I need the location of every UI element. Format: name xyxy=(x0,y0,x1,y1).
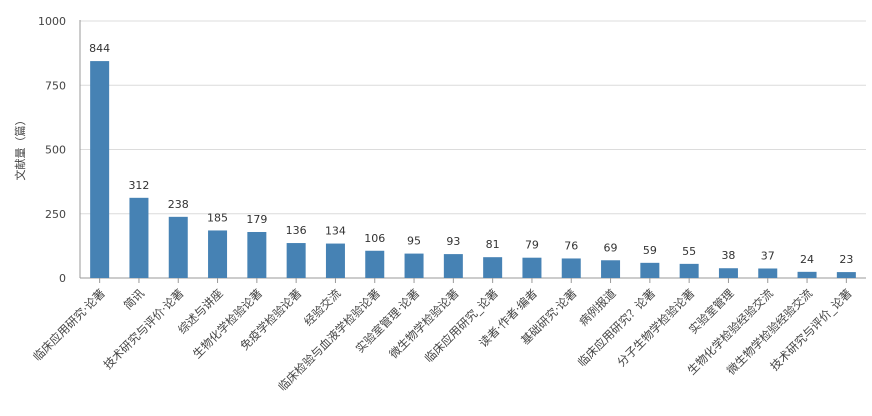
x-category-label: 临床应用研究_论著 xyxy=(422,286,501,365)
bar xyxy=(404,253,424,278)
y-axis-ticks: 0 250 500 750 1000 xyxy=(38,15,66,285)
y-tick-label: 1000 xyxy=(38,15,66,28)
x-category-label: 生物化学检验论著 xyxy=(190,286,265,361)
bar xyxy=(718,268,738,278)
data-label: 179 xyxy=(246,213,267,226)
bar xyxy=(601,260,621,278)
x-category-label: 分子生物学检验论著 xyxy=(614,286,697,369)
bar xyxy=(325,243,345,278)
data-labels: 844 312 238 185 179 136 134 106 95 93 81 79 76 69 59 55… xyxy=(89,42,853,266)
bar xyxy=(561,258,581,278)
grid-lines xyxy=(80,20,866,215)
data-label: 59 xyxy=(643,244,657,257)
bar xyxy=(679,263,699,278)
data-label: 238 xyxy=(168,198,189,211)
bar xyxy=(640,262,660,278)
bar xyxy=(168,216,188,278)
bar xyxy=(247,231,267,278)
y-tick-label: 250 xyxy=(45,208,66,221)
bar xyxy=(129,197,149,278)
data-label: 844 xyxy=(89,42,110,55)
bar xyxy=(797,271,817,278)
bars xyxy=(90,61,856,283)
bar xyxy=(443,254,463,278)
y-tick-label: 500 xyxy=(45,144,66,157)
data-label: 81 xyxy=(486,238,500,251)
data-label: 24 xyxy=(800,253,814,266)
bar xyxy=(365,250,385,278)
data-label: 106 xyxy=(364,232,385,245)
data-label: 95 xyxy=(407,235,421,248)
data-label: 37 xyxy=(761,249,775,262)
bar xyxy=(208,230,228,278)
bar xyxy=(90,61,110,279)
bar xyxy=(758,268,778,278)
data-label: 312 xyxy=(128,179,149,192)
x-category-label: 简讯 xyxy=(121,286,148,313)
data-label: 79 xyxy=(525,239,539,252)
x-category-label: 临床应用研究·论著 xyxy=(30,286,108,364)
data-label: 23 xyxy=(839,253,853,266)
data-label: 38 xyxy=(721,249,735,262)
bar xyxy=(286,243,306,278)
data-label: 55 xyxy=(682,245,696,258)
data-label: 134 xyxy=(325,225,346,238)
y-tick-label: 0 xyxy=(59,272,66,285)
x-category-label: 微生物学检验论著 xyxy=(387,286,462,361)
data-label: 185 xyxy=(207,211,228,224)
data-label: 69 xyxy=(604,241,618,254)
data-label: 93 xyxy=(446,235,460,248)
y-axis-title: 文献量（篇） xyxy=(13,115,27,181)
bar xyxy=(836,272,856,278)
y-tick-label: 750 xyxy=(45,79,66,92)
bar xyxy=(522,257,542,278)
bar xyxy=(483,257,503,278)
category-labels: 临床应用研究·论著 简讯技术研究与评价·论著综述与讲座生物化学检验论著免疫学检验论… xyxy=(30,286,854,394)
data-label: 136 xyxy=(286,224,307,237)
data-label: 76 xyxy=(564,239,578,252)
